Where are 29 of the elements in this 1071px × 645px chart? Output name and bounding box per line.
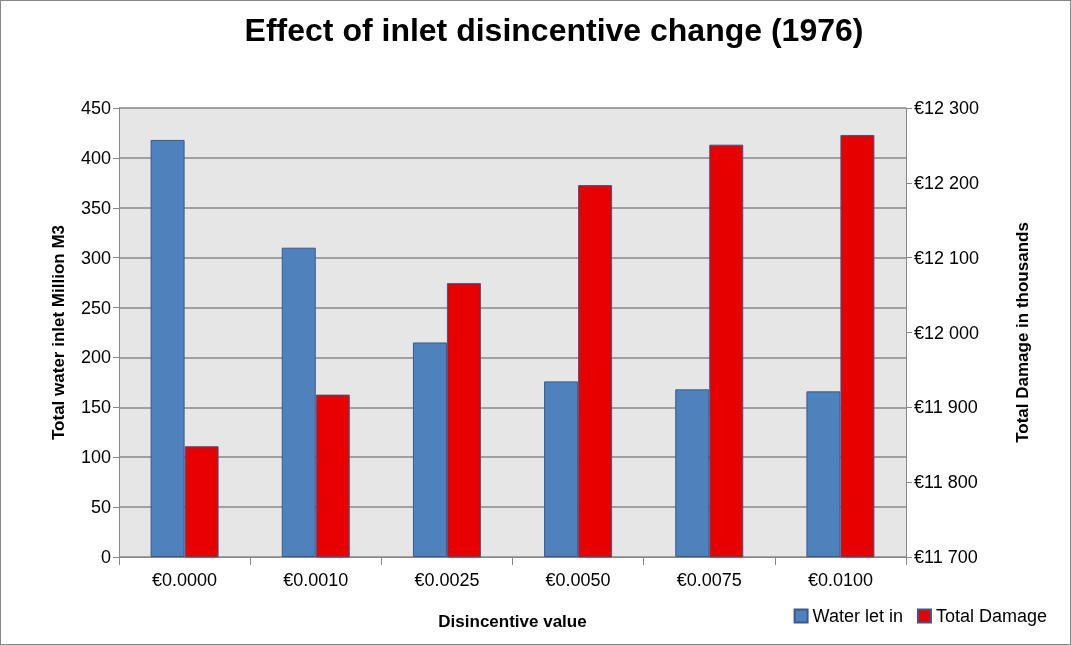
- x-tick-label: €0.0025: [414, 570, 480, 590]
- x-tick-label: €0.0075: [676, 570, 742, 590]
- y-tick-label: 200: [80, 347, 111, 368]
- y2-tick-label: €12 300: [914, 98, 980, 118]
- y2-tick-label: €11 700: [914, 547, 978, 567]
- y2-tick-label: €11 900: [914, 397, 978, 418]
- y-tick-label: 300: [80, 247, 111, 268]
- x-tick-label: €0.0050: [545, 570, 611, 590]
- y2-tick-label: €12 100: [914, 247, 980, 268]
- chart-title: Effect of inlet disincentive change (1976): [244, 12, 864, 48]
- y2-axis-title: Total Damage in thousands: [1013, 222, 1032, 443]
- y-tick-label: 350: [80, 197, 111, 218]
- y-tick-label: 450: [80, 98, 111, 118]
- y2-tick-label: €12 000: [914, 322, 980, 343]
- x-tick-label: €0.0010: [283, 570, 349, 590]
- y-tick-label: 250: [80, 297, 111, 318]
- x-axis-title: Disincentive value: [438, 612, 587, 631]
- y-tick-label: 0: [100, 547, 111, 567]
- y-axis-title: Total water inlet Million M3: [49, 224, 68, 441]
- y-tick-label: 100: [80, 447, 111, 468]
- y-tick-label: 50: [90, 497, 111, 518]
- x-tick-label: €0.0000: [152, 570, 218, 590]
- y-tick-label: 400: [80, 147, 111, 168]
- y2-tick-label: €11 800: [914, 472, 978, 493]
- legend-label: Water let in: [812, 606, 903, 626]
- y2-tick-label: €12 200: [914, 172, 980, 193]
- x-tick-label: €0.0100: [807, 570, 873, 590]
- legend-label: Total Damage: [935, 606, 1047, 626]
- y-tick-label: 150: [80, 397, 111, 418]
